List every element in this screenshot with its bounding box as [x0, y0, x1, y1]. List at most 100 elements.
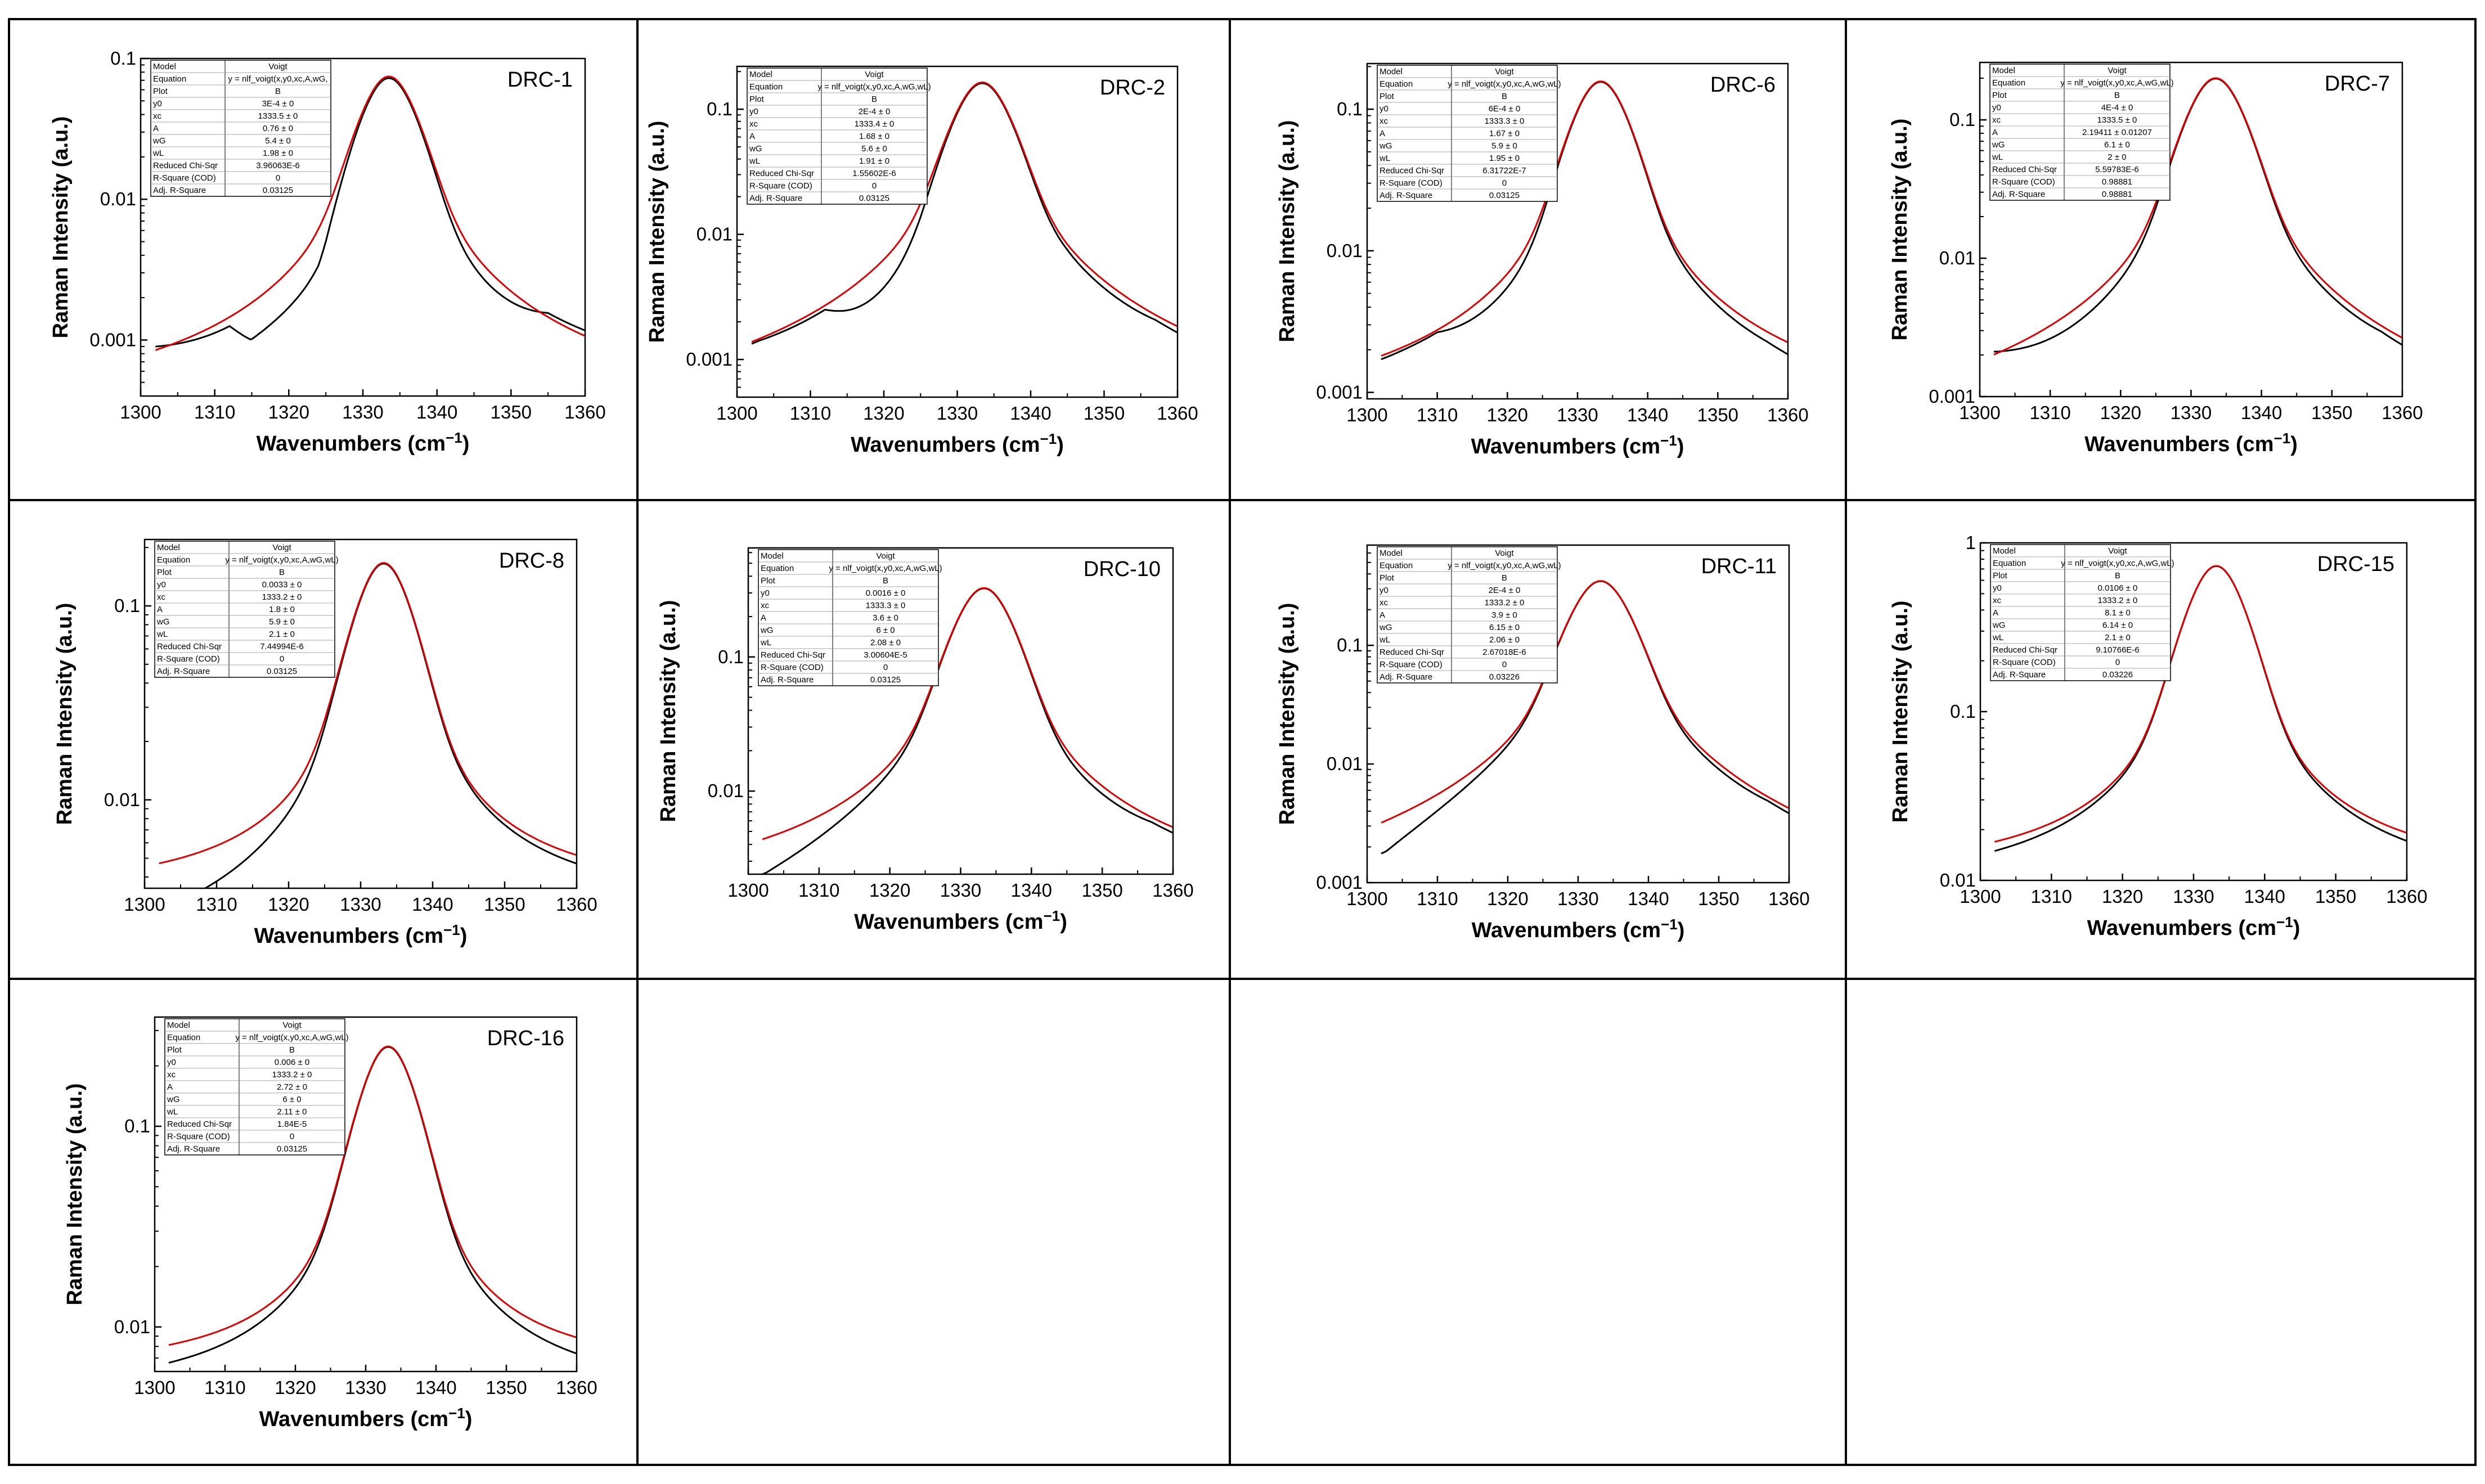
series-measured-line	[155, 77, 585, 348]
fit-table-key: Adj. R-Square	[153, 186, 206, 195]
x-tick-label: 1310	[2031, 886, 2072, 907]
fit-table-value: 0	[1502, 660, 1507, 669]
fit-table-value: y = nlf_voigt(x,y0,xc,A,wG,wL)	[1448, 79, 1561, 89]
y-tick-label: 0.1	[1950, 701, 1976, 722]
fit-table-value: 2.08 ± 0	[870, 638, 901, 647]
fit-table-value: 0.03125	[263, 186, 293, 195]
fit-table-value: B	[1502, 573, 1507, 583]
chart-panel-5: 1300 1310 1320 1330 1340 1350 1360 0.01 0.1 Waven…	[53, 538, 597, 948]
fit-table-value: y = nlf_voigt(x,y0,xc,A,wG,wL)	[817, 82, 931, 92]
fit-table-key: Adj. R-Square	[157, 667, 210, 676]
x-tick-label: 1310	[204, 1377, 245, 1398]
x-tick-label: 1310	[2029, 402, 2070, 423]
fit-table-key: Equation	[1993, 559, 2026, 568]
fit-table-value: 0.98881	[2102, 190, 2132, 199]
panel-title: DRC-1	[507, 68, 573, 92]
fit-table-value: 0.03125	[277, 1144, 307, 1154]
fit-table-key: A	[153, 124, 159, 133]
fit-table-key: Model	[1379, 548, 1403, 558]
fit-table-key: Model	[1993, 546, 2016, 556]
x-tick-label: 1320	[1487, 404, 1528, 425]
fit-table-value: 1333.3 ± 0	[1485, 116, 1525, 126]
x-tick-label: 1330	[342, 402, 383, 422]
y-tick-label: 0.1	[1337, 635, 1363, 655]
y-tick-label: 0.01	[708, 780, 744, 801]
fit-table-key: Adj. R-Square	[1379, 191, 1432, 200]
fit-table-key: A	[1379, 610, 1385, 620]
fit-table-key: Model	[1992, 66, 2015, 75]
x-tick-label: 1340	[2244, 886, 2285, 907]
fit-table-value: 6.15 ± 0	[1489, 623, 1520, 632]
fit-results-table: Model Voigt Equation y = nlf_voigt(x,y0,xc,…	[758, 549, 942, 686]
y-tick-label: 0.001	[686, 349, 733, 370]
fit-results-table: Model Voigt Equation y = nlf_voigt(x,y0,xc,…	[164, 1018, 349, 1155]
series-fit-line	[1994, 565, 2407, 843]
fit-results-table: Model Voigt Equation y = nlf_voigt(x,y0,xc,…	[150, 60, 331, 197]
y-tick-label: 0.001	[89, 329, 136, 350]
fit-table-key: Model	[153, 62, 176, 71]
fit-table-key: y0	[1379, 586, 1388, 595]
fit-table-value: 1.8 ± 0	[269, 605, 295, 614]
fit-table-value: B	[2114, 91, 2120, 100]
fit-table-key: wL	[167, 1107, 178, 1117]
x-tick-label: 1330	[345, 1377, 386, 1398]
x-tick-label: 1350	[1697, 404, 1738, 425]
fit-table-value: 3.9 ± 0	[1491, 610, 1517, 620]
x-tick-label: 1350	[484, 894, 525, 915]
y-tick-label: 0.1	[110, 48, 136, 69]
fit-table-key: wL	[152, 149, 164, 158]
fit-table-key: wG	[156, 617, 170, 627]
fit-table-value: Voigt	[268, 62, 287, 71]
fit-table-key: y0	[761, 588, 770, 598]
fit-table-key: xc	[1992, 115, 2001, 125]
fit-table-frame	[758, 549, 939, 686]
x-tick-label: 1340	[412, 894, 453, 915]
fit-table-key: wL	[1379, 154, 1390, 163]
fit-table-key: wL	[156, 629, 168, 639]
y-axis-label: Raman Intensity (a.u.)	[1889, 601, 1912, 823]
fit-table-key: Model	[157, 543, 180, 552]
x-tick-label: 1320	[1487, 888, 1528, 909]
fit-table-key: R-Square (COD)	[761, 663, 824, 672]
x-tick-label: 1340	[1011, 880, 1052, 901]
x-tick-label: 1330	[2171, 402, 2212, 423]
fit-table-key: y0	[749, 107, 758, 116]
x-tick-label: 1300	[1959, 402, 2000, 423]
fit-table-key: xc	[167, 1070, 176, 1080]
series-fit-line	[1381, 80, 1788, 357]
series-fit-line	[159, 562, 577, 865]
fit-table-key: Adj. R-Square	[167, 1144, 220, 1154]
x-tick-label: 1360	[1152, 880, 1193, 901]
fit-table-key: A	[1992, 128, 1998, 137]
fit-table-key: Plot	[761, 576, 776, 586]
fit-table-value: 1.98 ± 0	[263, 149, 293, 158]
fit-table-key: Equation	[761, 564, 794, 573]
fit-table-value: 0.03226	[2102, 670, 2133, 680]
series-fit-line	[155, 75, 585, 351]
panel-title: DRC-7	[2325, 72, 2390, 96]
y-tick-label: 0.01	[1940, 870, 1976, 891]
fit-table-value: 1.68 ± 0	[859, 132, 889, 141]
fit-table-frame	[1377, 65, 1558, 202]
fit-table-key: Equation	[157, 555, 190, 565]
fit-table-key: Plot	[153, 87, 168, 96]
fit-table-key: y0	[1993, 583, 2002, 593]
y-tick-label: 0.1	[707, 98, 733, 119]
fit-table-value: 2.06 ± 0	[1489, 635, 1520, 645]
x-tick-label: 1300	[1346, 404, 1387, 425]
fit-table-value: Voigt	[2107, 66, 2127, 75]
fit-table-key: R-Square (COD)	[1379, 178, 1443, 188]
x-tick-label: 1350	[1084, 403, 1125, 424]
fit-table-key: xc	[1379, 598, 1388, 608]
x-tick-label: 1340	[1628, 888, 1669, 909]
fit-table-value: 0.98881	[2102, 177, 2132, 187]
y-tick-label: 0.1	[1949, 109, 1975, 130]
fit-table-key: xc	[1379, 116, 1388, 126]
x-tick-label: 1320	[268, 894, 309, 915]
fit-table-value: B	[275, 87, 281, 96]
fit-table-key: xc	[761, 601, 770, 610]
y-tick-label: 0.01	[696, 224, 733, 245]
fit-table-value: 6 ± 0	[876, 626, 895, 635]
x-tick-label: 1300	[727, 880, 769, 901]
x-tick-label: 1330	[940, 880, 981, 901]
